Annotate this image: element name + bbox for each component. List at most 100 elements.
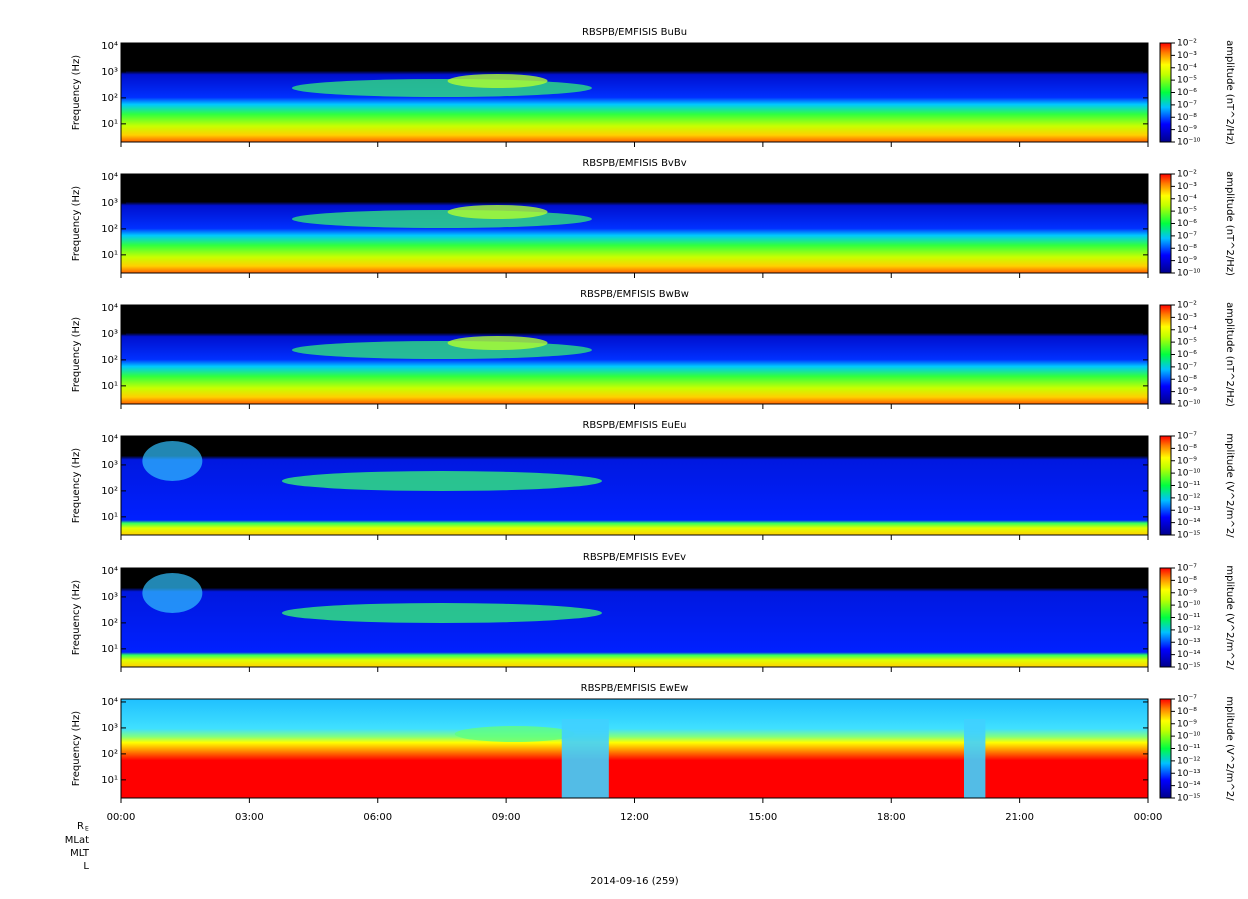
y-tick-label: 10¹ [101,512,118,523]
ephemeris-subscript: E [85,826,89,833]
colorbar-tick-label: 10⁻¹⁰ [1177,601,1201,611]
y-tick-label: 10³ [101,198,118,209]
colorbar-tick-label: 10⁻¹⁵ [1177,531,1201,541]
colorbar-label: mplitude (V^2/m^2/ [1224,565,1235,670]
x-axis-label: 2014-09-16 (259) [590,876,678,887]
colorbar-tick-label: 10⁻⁸ [1177,576,1197,586]
x-tick-label: 06:00 [363,812,392,823]
y-tick-label: 10¹ [101,644,118,655]
colorbar-tick-label: 10⁻¹⁰ [1177,469,1201,479]
colorbar-tick-label: 10⁻¹⁴ [1177,781,1201,791]
colorbar-tick-label: 10⁻³ [1177,182,1197,192]
colorbar-tick-label: 10⁻³ [1177,51,1197,61]
colorbar-tick-label: 10⁻¹⁰ [1177,400,1201,410]
x-tick-label: 00:00 [107,812,136,823]
y-tick-label: 10³ [101,723,118,734]
y-tick-label: 10² [101,618,118,629]
y-tick-label: 10¹ [101,119,118,130]
colorbar-tick-label: 10⁻¹⁰ [1177,138,1201,148]
y-tick-label: 10² [101,486,118,497]
spectrogram [121,174,1148,273]
colorbar-tick-label: 10⁻¹¹ [1177,744,1201,754]
colorbar-label: amplitude (nT^2/Hz) [1224,302,1235,407]
x-tick-label: 15:00 [748,812,777,823]
y-tick-label: 10¹ [101,775,118,786]
spectrogram [121,305,1148,404]
ephemeris-label: MLat [65,835,89,846]
colorbar-tick-label: 10⁻¹⁰ [1177,269,1201,279]
colorbar-tick-label: 10⁻⁸ [1177,375,1197,385]
colorbar-label: amplitude (nT^2/Hz) [1224,40,1235,145]
colorbar-tick-label: 10⁻¹⁴ [1177,518,1201,528]
colorbar-tick-label: 10⁻³ [1177,313,1197,323]
colorbar-tick-label: 10⁻¹³ [1177,769,1201,779]
gap [963,719,986,798]
colorbar-tick-label: 10⁻⁷ [1177,695,1197,705]
colorbar-tick-label: 10⁻⁴ [1177,325,1197,335]
gap [561,719,609,798]
y-tick-label: 10³ [101,67,118,78]
y-axis-label: Frequency (Hz) [71,580,82,656]
colorbar-tick-label: 10⁻⁹ [1177,456,1197,466]
colorbar [1159,42,1172,143]
panel-title: RBSPB/EMFISIS BwBw [580,289,689,300]
colorbar-tick-label: 10⁻⁴ [1177,63,1197,73]
panel-title: RBSPB/EMFISIS BuBu [582,27,687,38]
y-tick-label: 10¹ [101,381,118,392]
y-axis-label: Frequency (Hz) [71,55,82,131]
colorbar-tick-label: 10⁻⁷ [1177,564,1197,574]
ephemeris-label: L [83,861,89,872]
chorus-band [447,336,548,350]
colorbar-tick-label: 10⁻¹² [1177,493,1201,503]
colorbar-tick-label: 10⁻⁶ [1177,219,1197,229]
colorbar-tick-label: 10⁻⁶ [1177,88,1197,98]
spectrogram [121,699,1148,798]
y-tick-label: 10³ [101,329,118,340]
colorbar-tick-label: 10⁻⁸ [1177,707,1197,717]
colorbar [1159,435,1172,536]
colorbar-tick-label: 10⁻⁸ [1177,113,1197,123]
x-tick-label: 21:00 [1005,812,1034,823]
y-tick-label: 10³ [101,592,118,603]
y-axis-label: Frequency (Hz) [71,186,82,262]
y-axis-label: Frequency (Hz) [71,448,82,524]
panel-title: RBSPB/EMFISIS EwEw [581,683,689,694]
colorbar-tick-label: 10⁻⁷ [1177,231,1197,241]
colorbar [1159,173,1172,274]
colorbar-label: amplitude (nT^2/Hz) [1224,171,1235,276]
ephemeris-label: MLT [70,848,90,859]
colorbar-tick-label: 10⁻¹² [1177,756,1201,766]
x-tick-label: 18:00 [877,812,906,823]
colorbar-tick-label: 10⁻⁹ [1177,256,1197,266]
panel-title: RBSPB/EMFISIS BvBv [582,158,686,169]
y-tick-label: 10⁴ [101,566,118,577]
panel-title: RBSPB/EMFISIS EvEv [583,552,686,563]
chorus-band [447,205,548,219]
colorbar-tick-label: 10⁻¹³ [1177,638,1201,648]
chorus-band [281,603,602,623]
y-tick-label: 10² [101,749,118,760]
ephemeris-label: R [77,821,84,832]
spectrogram [121,43,1148,142]
colorbar-tick-label: 10⁻⁸ [1177,244,1197,254]
x-tick-label: 03:00 [235,812,264,823]
colorbar-tick-label: 10⁻² [1177,301,1197,311]
colorbar-tick-label: 10⁻⁵ [1177,76,1197,86]
colorbar-tick-label: 10⁻¹² [1177,625,1201,635]
chorus-band [281,471,602,491]
x-tick-label: 09:00 [492,812,521,823]
y-tick-label: 10⁴ [101,172,118,183]
colorbar-tick-label: 10⁻⁵ [1177,207,1197,217]
colorbar-tick-label: 10⁻⁹ [1177,387,1197,397]
spectrogram [121,568,1148,667]
colorbar-tick-label: 10⁻⁷ [1177,362,1197,372]
colorbar-tick-label: 10⁻¹⁰ [1177,732,1201,742]
chorus-band [447,74,548,88]
panel-title: RBSPB/EMFISIS EuEu [582,420,686,431]
colorbar-tick-label: 10⁻¹¹ [1177,613,1201,623]
y-tick-label: 10¹ [101,250,118,261]
colorbar-tick-label: 10⁻¹⁵ [1177,794,1201,804]
y-tick-label: 10⁴ [101,41,118,52]
colorbar-tick-label: 10⁻⁹ [1177,719,1197,729]
